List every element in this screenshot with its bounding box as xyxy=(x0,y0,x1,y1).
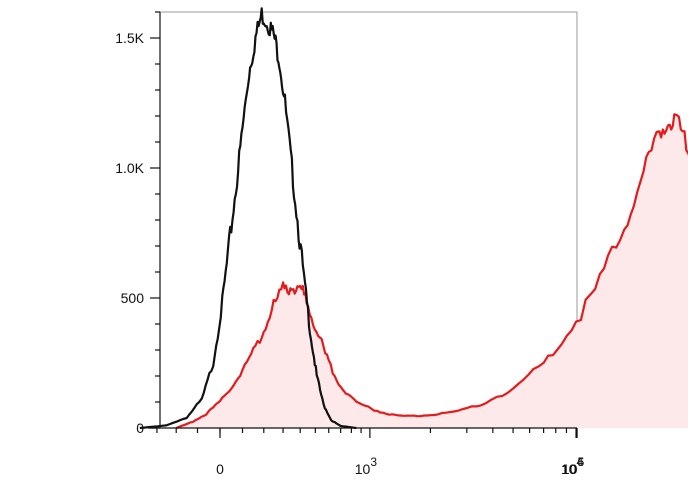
x-tick-label: 0 xyxy=(216,461,224,477)
series-fill-1 xyxy=(176,114,688,428)
x-tick-exponent: 5 xyxy=(577,455,584,469)
x-tick-exponent: 4 xyxy=(576,455,583,469)
x-tick-base: 10 xyxy=(355,461,371,477)
x-tick-label: 103 xyxy=(355,455,378,477)
y-tick-label: 0 xyxy=(136,420,144,436)
y-tick-label: 1.5K xyxy=(115,30,144,46)
series-line-1 xyxy=(175,113,688,430)
plot-frame xyxy=(160,11,578,428)
x-tick-exponent: 6 xyxy=(577,455,584,469)
x-tick-label: 106 xyxy=(562,455,585,477)
x-tick-base: 10 xyxy=(562,461,578,477)
x-tick-exponent: 3 xyxy=(370,455,377,469)
series-line-0 xyxy=(139,7,357,430)
series-layer xyxy=(139,7,688,430)
x-tick-base: 10 xyxy=(562,461,578,477)
y-axis: 0 500 1.0K 1.5K xyxy=(115,11,161,436)
y-tick-label: 1.0K xyxy=(115,160,144,176)
y-tick-label: 500 xyxy=(121,290,145,306)
x-tick-label: 105 xyxy=(562,455,585,477)
x-tick-base: 10 xyxy=(561,461,577,477)
x-tick-label: 104 xyxy=(561,455,584,477)
